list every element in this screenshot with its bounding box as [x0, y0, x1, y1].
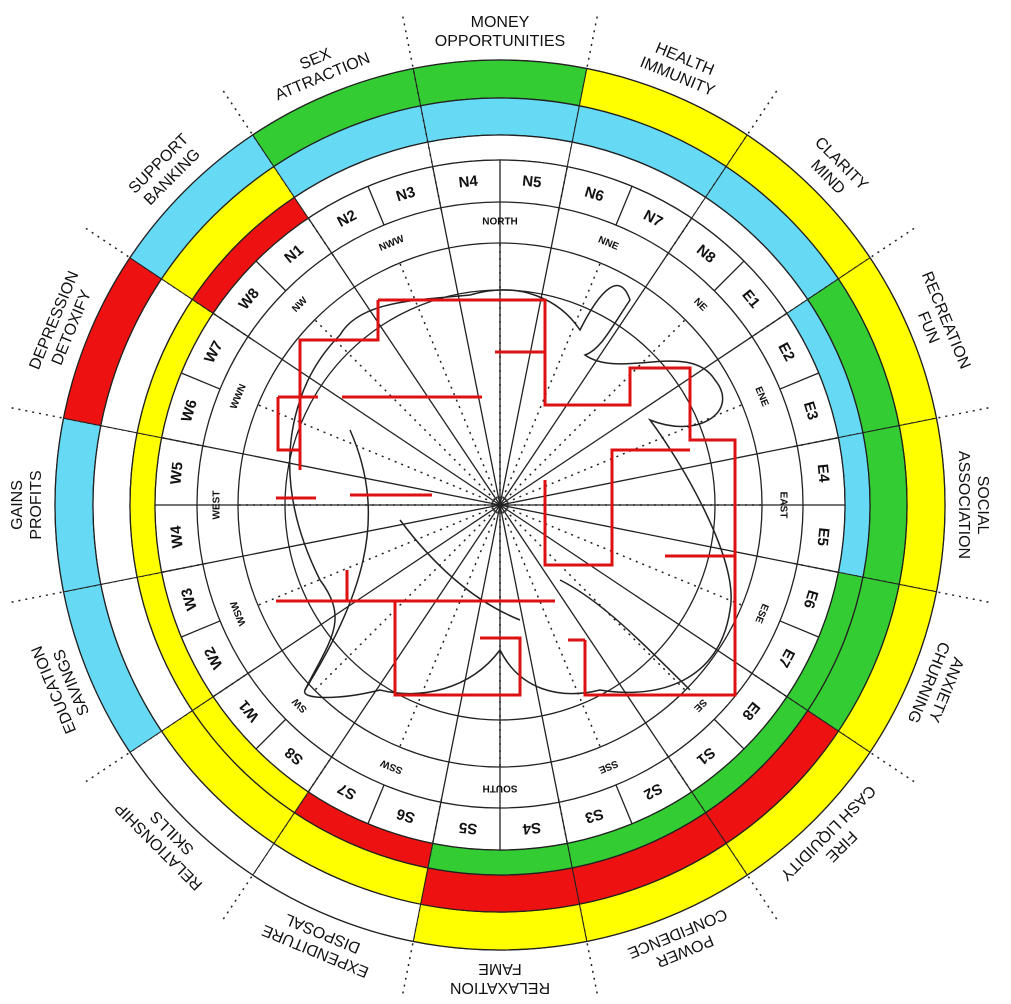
- pada-label: S3: [583, 805, 606, 827]
- zone-label: MONEY: [471, 14, 530, 31]
- spoke: [331, 504, 501, 758]
- pada-divider: [181, 620, 221, 638]
- pada-divider: [713, 718, 745, 750]
- pada-divider: [667, 756, 693, 793]
- spoke: [499, 504, 560, 803]
- pada-divider: [161, 437, 203, 447]
- axis-dotted: [257, 404, 501, 506]
- ring-circle: [92, 97, 908, 913]
- pada-divider: [212, 312, 249, 338]
- spoke: [499, 445, 798, 506]
- pada-divider: [307, 217, 333, 254]
- zone-label: OPPORTUNITIES: [435, 33, 565, 50]
- axis-dotted: [499, 262, 601, 506]
- pada-divider: [779, 620, 819, 638]
- spoke: [202, 445, 501, 506]
- pada-label: E5: [814, 527, 833, 547]
- axis-dotted: [314, 319, 501, 506]
- pada-divider: [367, 784, 385, 824]
- outline: [288, 284, 732, 699]
- spoke: [499, 504, 798, 565]
- spoke: [499, 504, 669, 758]
- pada-label: S4: [521, 819, 542, 838]
- pada-divider: [751, 312, 788, 338]
- ring-circle: [129, 134, 871, 876]
- pada-divider: [255, 718, 287, 750]
- spoke: [247, 336, 501, 506]
- pada-label: W5: [167, 461, 186, 485]
- pada-divider: [797, 437, 839, 447]
- pada-label: W4: [167, 524, 186, 549]
- pada-divider: [307, 756, 333, 793]
- pada-label: S5: [458, 819, 478, 838]
- zone-label: RELAXATION: [450, 979, 550, 996]
- spoke: [202, 504, 501, 565]
- pada-label: S2: [641, 779, 665, 803]
- walls: [276, 298, 737, 697]
- spoke: [331, 252, 501, 506]
- ring-circle: [54, 59, 946, 951]
- spoke: [499, 336, 753, 506]
- pada-divider: [255, 260, 287, 292]
- zone-label: FAME: [478, 960, 522, 977]
- pada-label: N5: [521, 173, 542, 192]
- zone-label: PROFITS: [28, 470, 45, 539]
- axis-dotted: [499, 504, 686, 691]
- pada-divider: [432, 802, 442, 844]
- direction-label: NORTH: [482, 217, 518, 228]
- pada-label: N6: [583, 184, 606, 206]
- spoke: [440, 207, 501, 506]
- pada-divider: [212, 672, 249, 698]
- axis-dotted: [499, 504, 743, 606]
- axis-dotted: [399, 504, 501, 748]
- axis-dotted: [257, 504, 501, 606]
- pada-label: N4: [458, 173, 479, 192]
- zone-label: GAINS: [9, 480, 26, 530]
- axis-dotted: [314, 504, 501, 691]
- pada-divider: [181, 372, 221, 390]
- pada-divider: [367, 186, 385, 226]
- direction-label: WEST: [212, 491, 223, 520]
- pada-label: E2: [774, 340, 798, 364]
- pada-divider: [797, 563, 839, 573]
- spoke: [499, 252, 669, 506]
- pada-divider: [558, 166, 568, 208]
- pada-divider: [779, 372, 819, 390]
- pada-divider: [615, 784, 633, 824]
- pada-label: S6: [395, 805, 418, 827]
- zone-label: SOCIAL: [974, 476, 991, 535]
- spoke: [499, 207, 560, 506]
- pada-label: W6: [178, 398, 201, 424]
- spoke: [440, 504, 501, 803]
- spoke: [247, 504, 501, 674]
- pada-label: E4: [814, 463, 833, 484]
- pada-divider: [615, 186, 633, 226]
- pada-divider: [432, 166, 442, 208]
- axis-dotted: [499, 504, 601, 748]
- pada-divider: [558, 802, 568, 844]
- axis-dotted: [499, 404, 743, 506]
- direction-label: EAST: [777, 492, 788, 519]
- pada-divider: [161, 563, 203, 573]
- pada-label: W3: [178, 586, 201, 612]
- zone-label: ASSOCIATION: [955, 451, 972, 559]
- pada-label: E7: [774, 646, 798, 670]
- direction-label: SOUTH: [483, 782, 518, 793]
- pada-label: E6: [800, 588, 822, 611]
- pada-divider: [751, 672, 788, 698]
- pada-label: S7: [335, 779, 359, 803]
- outline-inner: [304, 429, 691, 691]
- axis-dotted: [399, 262, 501, 506]
- pada-divider: [667, 217, 693, 254]
- floor-plan: [276, 284, 737, 699]
- pada-divider: [713, 260, 745, 292]
- pada-label: N3: [394, 184, 417, 206]
- pada-label: E3: [800, 400, 822, 423]
- axis-dotted: [499, 319, 686, 506]
- spoke: [499, 504, 753, 674]
